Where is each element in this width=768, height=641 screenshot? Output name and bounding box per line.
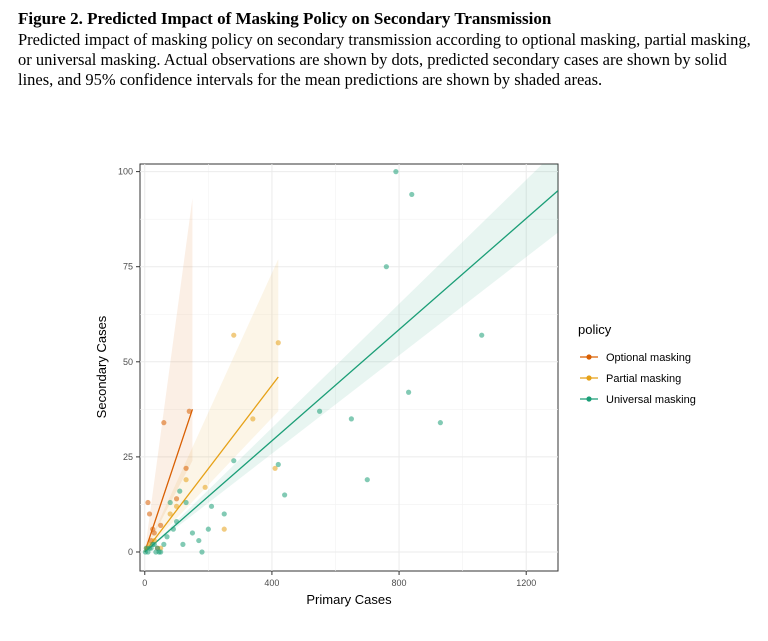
partial-masking-point <box>250 416 256 422</box>
partial-masking-point <box>202 484 208 490</box>
universal-masking-point <box>231 458 237 464</box>
universal-masking-point <box>180 541 186 547</box>
optional-masking-legend-label: Optional masking <box>606 352 691 364</box>
partial-masking-point <box>231 332 237 338</box>
universal-masking-point <box>208 503 215 509</box>
data-points <box>142 169 485 555</box>
y-axis-ticks: 0 25 50 75 100 <box>118 167 140 557</box>
universal-masking-point <box>364 477 370 483</box>
gridlines <box>140 164 558 571</box>
partial-masking-point <box>173 503 180 509</box>
universal-masking-point <box>393 169 399 175</box>
x-tick-label: 1200 <box>516 578 536 588</box>
universal-masking-point <box>275 461 281 468</box>
universal-masking-point <box>151 541 157 547</box>
optional-masking-point <box>145 499 151 506</box>
y-tick-label: 100 <box>118 167 133 177</box>
confidence-bands <box>144 164 558 552</box>
y-tick-label: 50 <box>123 357 133 367</box>
y-axis-title: Secondary Cases <box>94 315 109 418</box>
y-tick-label: 0 <box>128 547 133 557</box>
partial-masking-legend-label: Partial masking <box>606 373 681 385</box>
universal-masking-point <box>170 526 176 532</box>
figure-title: Figure 2. Predicted Impact of Masking Po… <box>18 9 552 28</box>
universal-masking-point <box>348 416 354 422</box>
plot-panel <box>139 163 559 572</box>
legend-title: policy <box>578 322 612 337</box>
universal-masking-point <box>173 518 180 525</box>
x-axis-ticks: 0 400 800 1200 <box>142 571 536 588</box>
universal-masking-point <box>479 332 485 338</box>
universal-masking-point <box>406 389 412 395</box>
universal-masking-point <box>383 264 389 270</box>
figure-caption: Figure 2. Predicted Impact of Masking Po… <box>18 8 758 90</box>
y-tick-label: 75 <box>123 262 133 272</box>
partial-masking-confidence-band <box>144 259 279 552</box>
universal-masking-point <box>196 537 202 544</box>
x-axis-title: Primary Cases <box>306 592 392 607</box>
universal-masking-point <box>316 408 323 414</box>
x-tick-label: 800 <box>392 578 407 588</box>
universal-masking-point <box>161 541 167 547</box>
universal-masking-point <box>183 499 189 506</box>
universal-masking-point <box>409 191 415 198</box>
universal-masking-point <box>282 492 288 498</box>
universal-masking-point <box>167 499 173 506</box>
partial-masking-point <box>167 511 173 517</box>
optional-masking-point <box>151 530 157 536</box>
optional-masking-point <box>173 496 180 502</box>
optional-masking-point <box>146 511 153 517</box>
optional-masking-point <box>158 522 164 528</box>
universal-masking-legend-key-dot <box>586 396 592 402</box>
universal-masking-point <box>177 488 183 494</box>
universal-masking-point <box>189 530 196 536</box>
partial-masking-legend-key-dot <box>586 375 592 381</box>
universal-masking-point <box>437 420 443 426</box>
optional-masking-confidence-band <box>144 198 193 552</box>
partial-masking-point <box>221 526 227 532</box>
x-tick-label: 400 <box>264 578 279 588</box>
partial-masking-point <box>183 477 189 483</box>
x-tick-label: 0 <box>142 578 147 588</box>
universal-masking-point <box>158 549 164 555</box>
universal-masking-confidence-band <box>144 164 558 552</box>
y-tick-label: 25 <box>123 452 133 462</box>
partial-masking-point <box>272 465 278 471</box>
universal-masking-point <box>221 511 227 517</box>
optional-masking-point <box>161 420 167 426</box>
partial-masking-fit-line <box>144 376 279 553</box>
partial-masking-point <box>275 340 281 346</box>
universal-masking-legend-label: Universal masking <box>606 394 696 406</box>
universal-masking-point <box>164 534 170 540</box>
optional-masking-legend-key-dot <box>586 354 592 360</box>
universal-masking-fit-line <box>144 190 558 553</box>
universal-masking-point <box>199 549 205 555</box>
legend: policy Optional masking Partial masking Un… <box>578 322 696 406</box>
optional-masking-point <box>186 408 192 414</box>
optional-masking-point <box>183 465 189 471</box>
figure-description: Predicted impact of masking policy on se… <box>18 30 751 89</box>
universal-masking-point <box>205 526 211 532</box>
